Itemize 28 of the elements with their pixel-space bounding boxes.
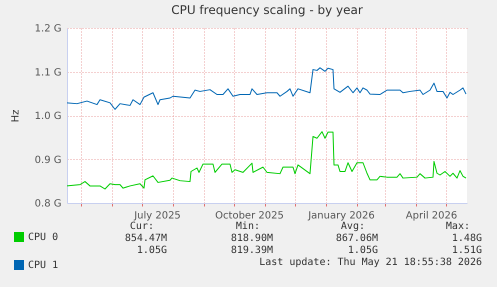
text: 818.90M <box>230 233 273 245</box>
text: Min: <box>236 221 260 233</box>
x-tick-label: July 2025 <box>133 210 181 222</box>
text: 854.47M <box>124 233 167 245</box>
text: Max: <box>446 221 470 233</box>
legend-label: CPU 0 <box>28 232 58 243</box>
legend-label: CPU 1 <box>28 260 58 271</box>
text: 1.51G <box>452 245 482 257</box>
text: Cur: <box>130 221 154 233</box>
text: 1.48G <box>452 233 482 245</box>
text: 819.39M <box>230 245 273 257</box>
line-series <box>67 131 466 190</box>
text: Last update: Thu May 21 18:55:38 2026 <box>259 257 482 269</box>
y-tick-label: 1.2 G <box>34 24 62 34</box>
line-series <box>67 67 466 110</box>
text: Avg: <box>340 221 365 233</box>
x-tick-label: October 2025 <box>215 210 284 222</box>
y-tick-label: 0.9 G <box>34 154 62 166</box>
text: 867.06M <box>336 233 378 245</box>
x-tick-label: April 2026 <box>406 210 458 222</box>
x-tick-label: January 2026 <box>307 210 375 222</box>
y-tick-label: 1.1 G <box>34 67 62 78</box>
text: 1.05G <box>348 245 378 257</box>
chart-title: CPU frequency scaling - by year <box>171 3 363 17</box>
y-tick-label: 1.0 G <box>34 111 62 122</box>
y-tick-label: 0.8 G <box>34 198 62 210</box>
text: 1.05G <box>136 245 167 257</box>
y-axis-title: Hz <box>10 110 22 122</box>
